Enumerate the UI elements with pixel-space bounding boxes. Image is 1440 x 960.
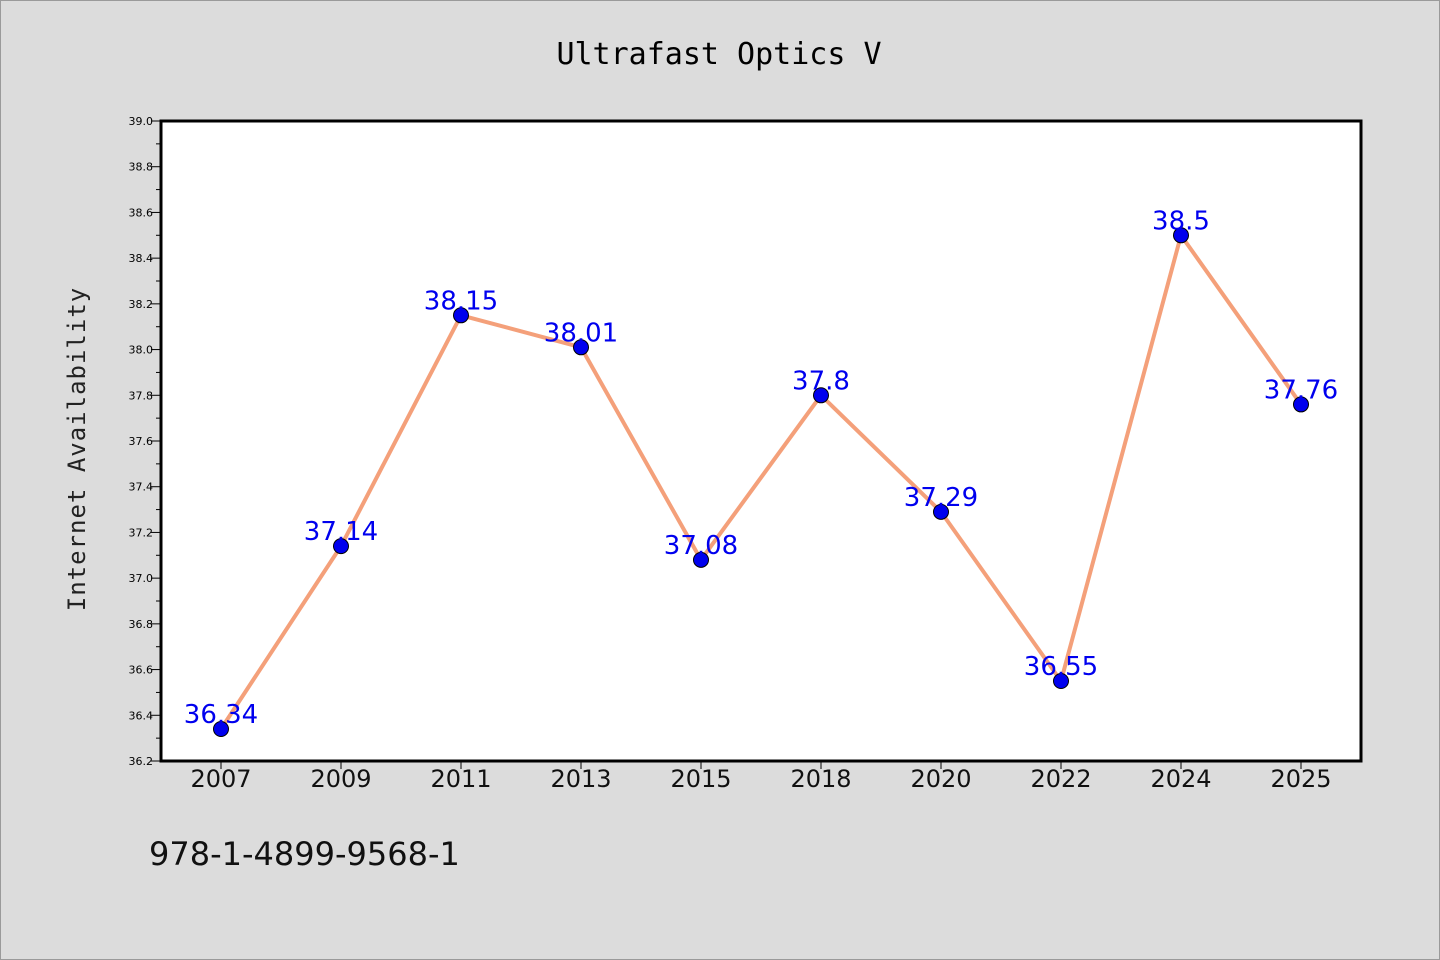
y-tick-label: 38.0 (129, 344, 154, 357)
y-tick-label: 37.4 (129, 481, 154, 494)
data-point (1053, 673, 1069, 689)
x-tick-label: 2015 (670, 765, 731, 793)
y-tick-label: 36.6 (129, 664, 154, 677)
x-tick-label: 2013 (550, 765, 611, 793)
data-point (573, 339, 589, 356)
plot-area (159, 119, 1363, 763)
y-axis: 36.2 36.4 36.6 36.8 37.0 37.2 37.4 37.6 37.8 38.0… (129, 115, 161, 768)
x-tick-label: 2025 (1270, 765, 1331, 793)
y-tick-label: 38.8 (129, 161, 154, 174)
x-tick-label: 2011 (430, 765, 491, 793)
y-tick-label: 38.4 (129, 252, 154, 265)
x-tick-label: 2024 (1150, 765, 1211, 793)
data-point (693, 551, 709, 568)
y-tick-label: 36.8 (129, 618, 154, 631)
isbn-text: 978-1-4899-9568-1 (149, 835, 460, 873)
data-point (333, 538, 349, 555)
y-tick-label: 37.0 (129, 572, 154, 585)
data-label: 36.34 (184, 700, 258, 730)
data-point (933, 503, 949, 520)
data-point (813, 387, 829, 404)
y-tick-label: 36.4 (129, 709, 154, 722)
x-tick-label: 2009 (310, 765, 371, 793)
data-label: 38.15 (424, 286, 498, 316)
x-tick-label: 2020 (910, 765, 971, 793)
x-tick-label: 2022 (1030, 765, 1091, 793)
data-point (1293, 396, 1309, 413)
data-label: 37.8 (792, 366, 850, 396)
y-axis-label: Internet Availability (63, 287, 91, 611)
y-tick-label: 37.8 (129, 389, 154, 402)
data-point (213, 721, 229, 737)
data-point (453, 307, 469, 324)
data-label: 38.01 (544, 318, 618, 348)
data-point (1173, 227, 1189, 244)
data-label: 36.55 (1024, 652, 1098, 682)
data-label: 37.14 (304, 517, 378, 547)
data-label: 38.5 (1152, 206, 1210, 236)
data-label: 37.76 (1264, 375, 1338, 405)
x-axis: 2007 2009 2011 2013 2015 2018 2020 2022 2024 2025 (190, 761, 1332, 793)
y-tick-label: 37.2 (129, 526, 154, 539)
data-label: 37.29 (904, 483, 978, 513)
x-tick-label: 2018 (790, 765, 851, 793)
data-labels: 36.34 37.14 38.15 38.01 37.08 37.8 37.29 36.55 3… (184, 206, 1338, 730)
y-tick-label: 39.0 (129, 115, 154, 128)
chart-title: Ultrafast Optics V (556, 37, 881, 72)
series-line (219, 233, 1303, 731)
series-layer (213, 227, 1309, 737)
y-tick-label: 36.2 (129, 755, 154, 768)
y-tick-label: 38.2 (129, 298, 154, 311)
y-tick-label: 37.6 (129, 435, 154, 448)
data-label: 37.08 (664, 531, 738, 561)
y-tick-label: 38.6 (129, 206, 154, 219)
x-tick-label: 2007 (190, 765, 251, 793)
